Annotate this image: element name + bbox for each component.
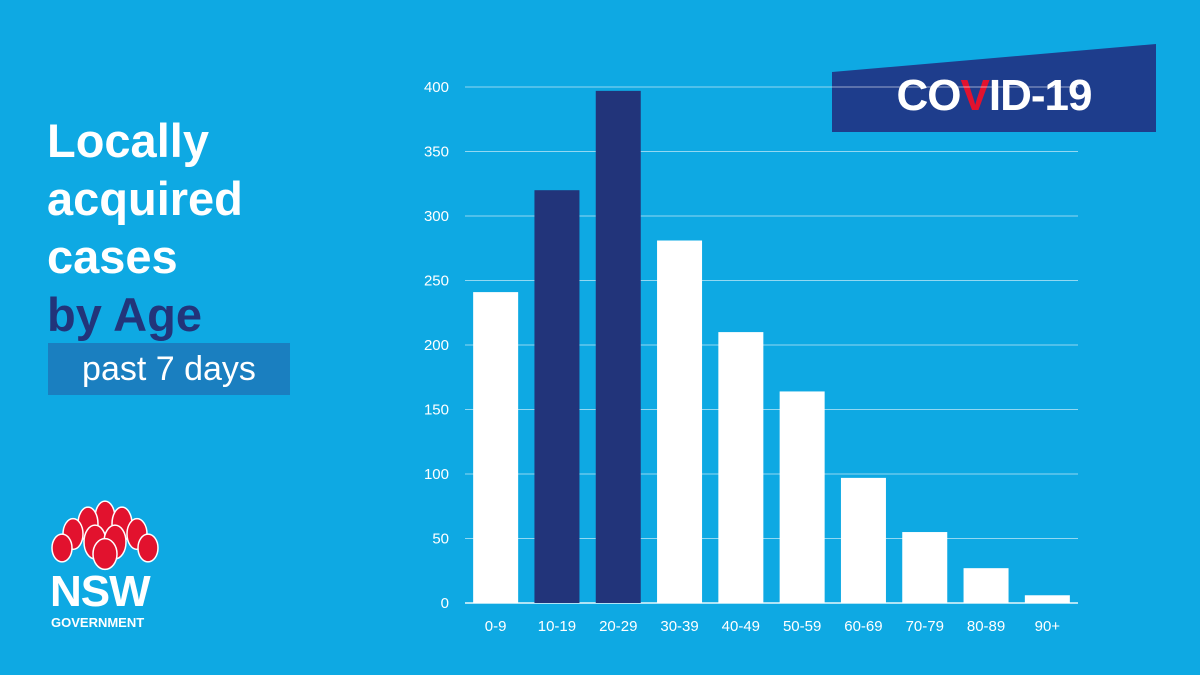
waratah-icon [40,500,170,575]
bar-70-79 [902,532,948,603]
x-tick-label: 40-49 [722,618,760,635]
y-tick-label: 150 [424,402,449,419]
nsw-logo-text: NSW [50,567,151,616]
x-tick-label: 0-9 [485,618,507,635]
badge-highlight-letter: V [960,71,990,120]
y-tick-label: 350 [424,144,449,161]
badge-prefix: CO [896,71,962,120]
title-line-2: acquired [47,172,243,225]
x-tick-label: 80-89 [967,618,1005,635]
bar-40-49 [718,332,764,603]
covid-badge-label: COVID-19 [832,70,1156,122]
bar-90+ [1024,595,1070,603]
x-tick-label: 50-59 [783,618,821,635]
y-tick-label: 400 [424,79,449,96]
y-tick-label: 50 [432,531,449,548]
x-tick-label: 70-79 [906,618,944,635]
badge-suffix: ID-19 [988,71,1093,120]
bar-50-59 [779,391,825,603]
x-tick-label: 10-19 [538,618,576,635]
covid-badge [832,44,1156,132]
bar-60-69 [840,477,886,603]
bar-80-89 [963,568,1009,603]
bar-20-29 [595,90,641,604]
x-tick-label: 90+ [1035,618,1061,635]
subtitle-badge: past 7 days [48,343,290,395]
title-line-3: cases [47,230,178,283]
government-logo-text: GOVERNMENT [51,615,145,630]
x-tick-label: 20-29 [599,618,637,635]
y-tick-label: 0 [441,595,449,612]
y-tick-label: 200 [424,337,449,354]
chart-title: Locally acquired cases by Age [47,112,243,344]
bar-10-19 [534,190,580,603]
title-line-1: Locally [47,114,209,167]
y-tick-label: 250 [424,273,449,290]
x-tick-label: 30-39 [660,618,698,635]
bar-0-9 [473,292,519,603]
y-tick-label: 300 [424,208,449,225]
bar-30-39 [657,240,703,603]
y-tick-label: 100 [424,466,449,483]
title-line-4: by Age [47,288,202,341]
x-tick-label: 60-69 [844,618,882,635]
